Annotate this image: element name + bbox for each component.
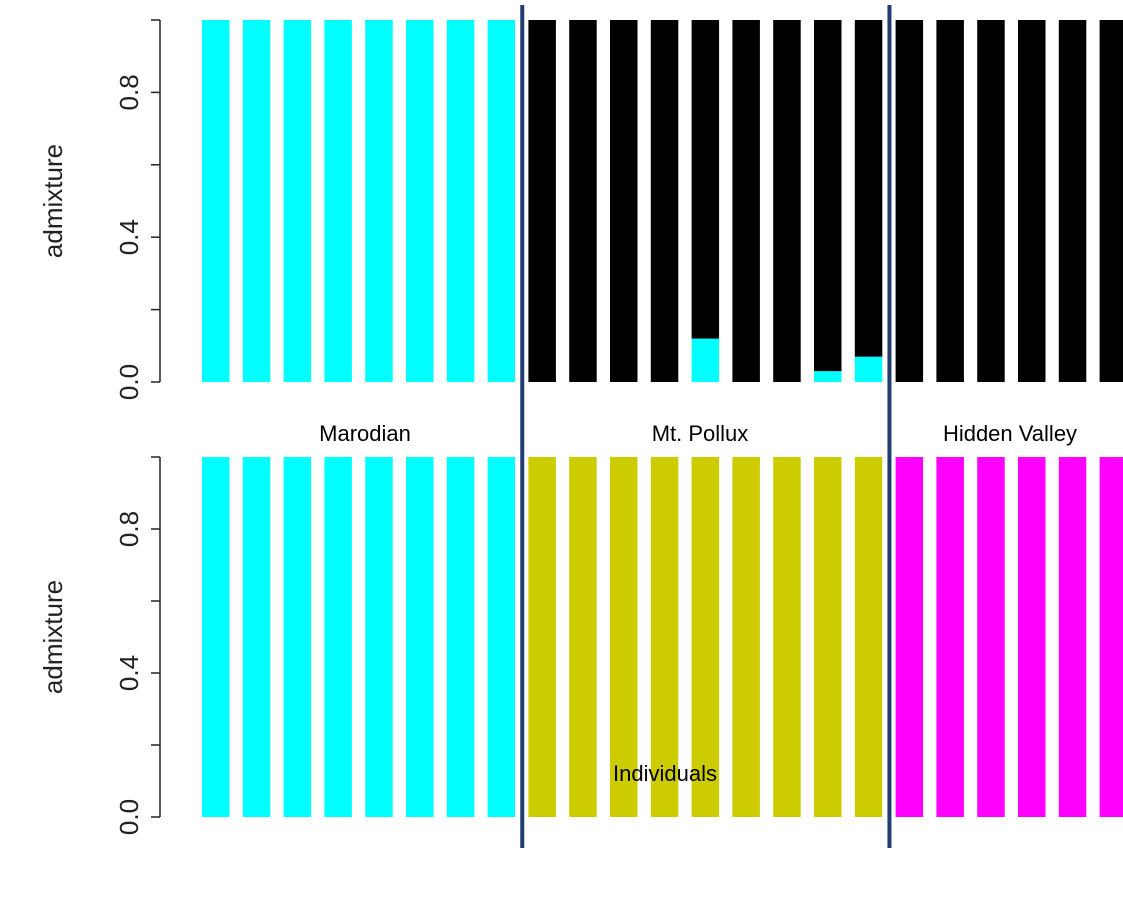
population-labels: Marodian Mt. Pollux Hidden Valley [319,421,1077,446]
bar-top-11-cluster-2 [610,20,638,382]
bar-top-12-cluster-2 [650,20,679,382]
bar-top-16-cluster-1 [814,371,842,382]
bar-bottom-3-cluster-1 [283,457,312,817]
bar-bottom-2-cluster-1 [242,457,271,817]
bar-top-2-cluster-1 [242,20,271,382]
x-axis-title: Individuals [613,761,717,786]
bar-bottom-21-cluster-3 [1018,457,1046,817]
bar-top-17-cluster-1 [854,356,883,382]
bar-bottom-15-cluster-2 [773,457,801,817]
bar-top-14-cluster-2 [732,20,760,382]
bar-top-17-cluster-2 [854,20,883,357]
bar-bottom-5-cluster-1 [365,457,393,817]
bar-bottom-16-cluster-2 [814,457,842,817]
bar-top-16-cluster-2 [814,20,842,372]
bar-bottom-6-cluster-1 [406,457,434,817]
bar-top-21-cluster-2 [1018,20,1046,382]
bar-top-13-cluster-2 [691,20,720,339]
bar-top-5-cluster-1 [365,20,393,382]
bar-bottom-11-cluster-2 [610,457,638,817]
bar-bottom-17-cluster-2 [854,457,883,817]
bar-bottom-23-cluster-3 [1099,457,1123,817]
bar-bottom-18-cluster-3 [895,457,924,817]
top-admixture-panel: 0.0 0.4 0.8 admixture [38,19,1123,400]
population-dividers [520,5,892,848]
bar-top-1-cluster-1 [202,20,230,382]
y-tick-label: 0.4 [114,655,144,691]
bar-bottom-10-cluster-2 [569,457,597,817]
bar-top-3-cluster-1 [283,20,312,382]
bar-top-18-cluster-2 [895,20,924,382]
bar-bottom-9-cluster-2 [528,457,556,817]
bar-bottom-13-cluster-2 [691,457,720,817]
bar-bottom-8-cluster-1 [487,457,516,817]
bar-bottom-22-cluster-3 [1058,457,1087,817]
bar-top-6-cluster-1 [406,20,434,382]
bar-top-10-cluster-2 [569,20,597,382]
bar-top-19-cluster-2 [936,20,964,382]
population-label-hidden-valley: Hidden Valley [943,421,1077,446]
y-tick-label: 0.0 [114,799,144,835]
bar-top-4-cluster-1 [324,20,352,382]
bar-bottom-14-cluster-2 [732,457,760,817]
bar-top-13-cluster-1 [691,338,720,382]
y-axis-title: admixture [38,580,68,694]
y-tick-label: 0.8 [114,511,144,547]
bar-top-22-cluster-2 [1058,20,1087,382]
bar-top-15-cluster-2 [773,20,801,382]
bar-bottom-12-cluster-2 [650,457,679,817]
bar-top-9-cluster-2 [528,20,556,382]
y-tick-label: 0.0 [114,364,144,400]
bar-top-20-cluster-2 [977,20,1005,382]
bar-bottom-7-cluster-1 [446,457,475,817]
bar-bottom-4-cluster-1 [324,457,352,817]
bar-bottom-19-cluster-3 [936,457,964,817]
population-label-marodian: Marodian [319,421,411,446]
y-tick-label: 0.4 [114,219,144,255]
bar-top-8-cluster-1 [487,20,516,382]
bar-bottom-1-cluster-1 [202,457,230,817]
bar-top-7-cluster-1 [446,20,475,382]
bottom-admixture-panel: 0.0 0.4 0.8 admixture [38,456,1123,835]
bar-bottom-20-cluster-3 [977,457,1005,817]
y-axis-title: admixture [38,144,68,258]
y-tick-label: 0.8 [114,74,144,110]
population-label-mt-pollux: Mt. Pollux [652,421,749,446]
bar-top-23-cluster-2 [1099,20,1123,382]
